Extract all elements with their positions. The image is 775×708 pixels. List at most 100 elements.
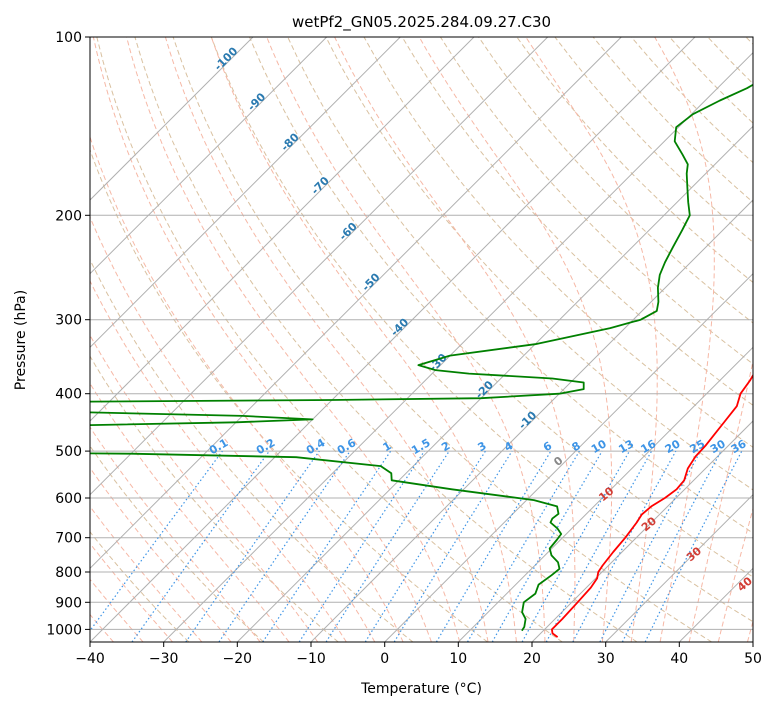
isotherm-line xyxy=(90,37,401,349)
moist-adiabat xyxy=(717,506,753,642)
y-tick-label: 400 xyxy=(55,387,82,403)
dry-adiabat xyxy=(172,37,712,642)
moist-adiabat xyxy=(266,37,546,642)
dry-adiabat xyxy=(96,37,563,642)
mixing-ratio-line xyxy=(218,450,351,642)
plot-frame xyxy=(89,36,754,643)
isotherm-line xyxy=(90,37,475,422)
dry-adiabat xyxy=(90,445,264,642)
chart-title: wetPf2_GN05.2025.284.09.27.C30 xyxy=(292,13,551,32)
mixing-ratio-label: 13 xyxy=(616,437,636,456)
y-tick-label: 200 xyxy=(55,208,82,224)
x-axis: −40 −30 −20 −10 0 10 20 30 40 50 xyxy=(75,642,762,667)
mixing-ratio-line xyxy=(572,450,677,642)
dry-adiabat xyxy=(439,37,753,365)
mixing-ratio-label: 0.2 xyxy=(254,436,277,457)
mixing-ratio-label: 0.1 xyxy=(207,436,230,457)
y-tick-label: 1000 xyxy=(46,622,82,638)
dry-adiabat xyxy=(287,37,753,534)
moist-adiabat xyxy=(92,37,432,642)
dry-adiabat xyxy=(249,37,753,578)
background-lines xyxy=(90,37,753,642)
mixing-ratio-label: 3 xyxy=(475,439,488,454)
y-tick-label: 500 xyxy=(55,444,82,460)
mixing-ratio-label: 36 xyxy=(729,437,749,456)
isotherm-label: -90 xyxy=(245,90,268,113)
isotherm-line xyxy=(90,37,622,570)
moist-adiabat xyxy=(90,215,376,642)
mixing-ratio-line xyxy=(90,450,223,632)
isotherm-label: -60 xyxy=(337,220,360,243)
mixing-ratio-label: 0.6 xyxy=(335,436,359,457)
mixing-ratio-label: 1.5 xyxy=(409,436,432,457)
y-axis: 1000 900 800 700 600 500 400 300 200 100 xyxy=(46,30,90,638)
mixing-ratio-line xyxy=(644,450,743,642)
isotherm-line xyxy=(605,493,753,642)
moist-adiabat xyxy=(525,37,658,642)
dry-adiabat xyxy=(90,531,190,642)
dry-adiabat xyxy=(707,37,753,85)
x-tick-label: 10 xyxy=(449,651,467,667)
x-tick-label: 0 xyxy=(380,651,389,667)
moist-adiabat xyxy=(90,467,232,642)
y-tick-label: 700 xyxy=(55,531,82,547)
x-tick-label: 30 xyxy=(597,651,615,667)
mixing-ratio-label: 2 xyxy=(439,439,452,454)
dry-adiabat xyxy=(90,258,414,642)
x-tick-label: 40 xyxy=(670,651,688,667)
isotherm-label: -40 xyxy=(388,315,411,338)
x-tick-label: −10 xyxy=(296,651,326,667)
moist-adiabat xyxy=(126,37,461,642)
mixing-ratio-line xyxy=(298,450,425,642)
moist-adiabat-label: 40 xyxy=(735,574,755,594)
dry-adiabat xyxy=(592,37,753,203)
dry-adiabat xyxy=(134,37,638,642)
isotherm-line xyxy=(90,37,549,496)
mixing-ratio-label: 10 xyxy=(589,437,609,456)
moist-adiabat xyxy=(90,135,404,642)
isotherm-line xyxy=(90,37,328,275)
dry-adiabat xyxy=(745,37,753,45)
dry-adiabat xyxy=(90,148,488,642)
dry-adiabat xyxy=(478,37,753,324)
dewpoint-profile xyxy=(90,83,753,632)
dry-adiabat xyxy=(210,37,753,623)
moist-adiabat xyxy=(688,358,753,642)
y-tick-label: 300 xyxy=(55,313,82,329)
isotherm-label: -10 xyxy=(516,408,539,431)
mixing-ratio-line xyxy=(185,450,320,642)
moist-adiabat xyxy=(90,334,319,642)
moist-adiabat xyxy=(210,37,517,642)
mixing-ratio-label: 8 xyxy=(570,439,583,454)
x-tick-label: 20 xyxy=(523,651,541,667)
isotherm-line xyxy=(90,37,254,201)
mixing-ratio-line xyxy=(545,450,653,642)
isotherm-line xyxy=(531,420,753,642)
mixing-ratio-line xyxy=(131,450,270,642)
isotherm-line xyxy=(752,641,753,642)
mixing-ratio-label: 20 xyxy=(663,437,683,456)
mixing-ratio-label: 4 xyxy=(502,439,515,454)
mixing-ratio-line xyxy=(599,450,702,642)
y-tick-label: 900 xyxy=(55,595,82,611)
y-tick-label: 100 xyxy=(55,30,82,46)
x-tick-label: 50 xyxy=(744,651,762,667)
dry-adiabat xyxy=(516,37,753,284)
isotherm-line xyxy=(236,125,753,642)
mixing-ratio-line xyxy=(325,450,450,642)
temperature-profile xyxy=(551,373,753,638)
moist-adiabat xyxy=(90,382,290,642)
isotherm-label: -50 xyxy=(359,270,382,293)
x-tick-label: −40 xyxy=(75,651,105,667)
y-tick-label: 600 xyxy=(55,491,82,507)
x-axis-label: Temperature (°C) xyxy=(360,681,482,697)
isotherm-line xyxy=(384,272,753,642)
isotherm-label: -80 xyxy=(279,130,302,153)
moist-adiabat xyxy=(418,37,613,642)
dry-adiabat xyxy=(554,37,753,243)
mixing-ratio-line xyxy=(521,450,631,642)
mixing-ratio-line xyxy=(621,450,722,642)
x-tick-label: −20 xyxy=(223,651,253,667)
moist-adiabat xyxy=(164,37,489,642)
